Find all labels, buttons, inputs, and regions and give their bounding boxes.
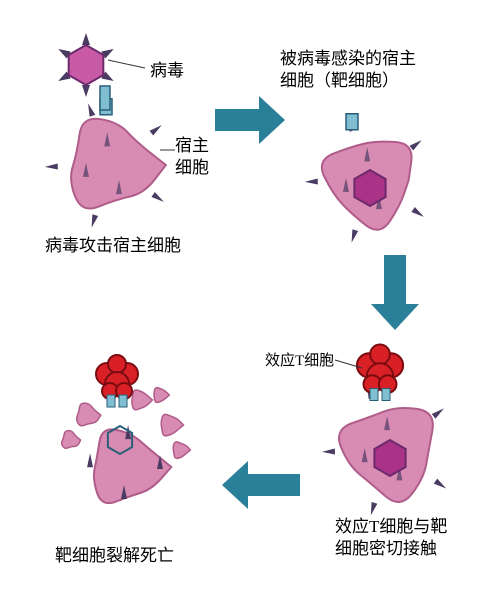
virus-icon — [69, 45, 104, 85]
receptor-icon — [346, 114, 358, 130]
flow-arrow-icon — [371, 255, 419, 330]
virus-label: 病毒 — [150, 60, 184, 82]
host-cell — [305, 114, 424, 243]
host-cell-label: 宿主 细胞 — [175, 135, 209, 179]
host-cell — [45, 99, 166, 228]
flow-arrow-icon — [215, 96, 285, 144]
nucleus-icon — [374, 440, 405, 476]
step1-caption: 病毒攻击宿主细胞 — [45, 235, 181, 257]
nucleus-icon — [354, 170, 385, 206]
step3-caption: 效应T细胞与靶 细胞密切接触 — [335, 516, 447, 560]
effector-t-cell-icon — [357, 345, 403, 401]
effector-t-label: 效应T细胞 — [265, 352, 334, 372]
leader-line — [108, 60, 145, 68]
receptor-icon — [100, 86, 110, 110]
flow-arrow-icon — [222, 461, 300, 509]
step2-title: 被病毒感染的宿主 细胞（靶细胞） — [280, 48, 416, 92]
host-cell — [322, 386, 446, 515]
step4-caption: 靶细胞裂解死亡 — [55, 545, 174, 567]
